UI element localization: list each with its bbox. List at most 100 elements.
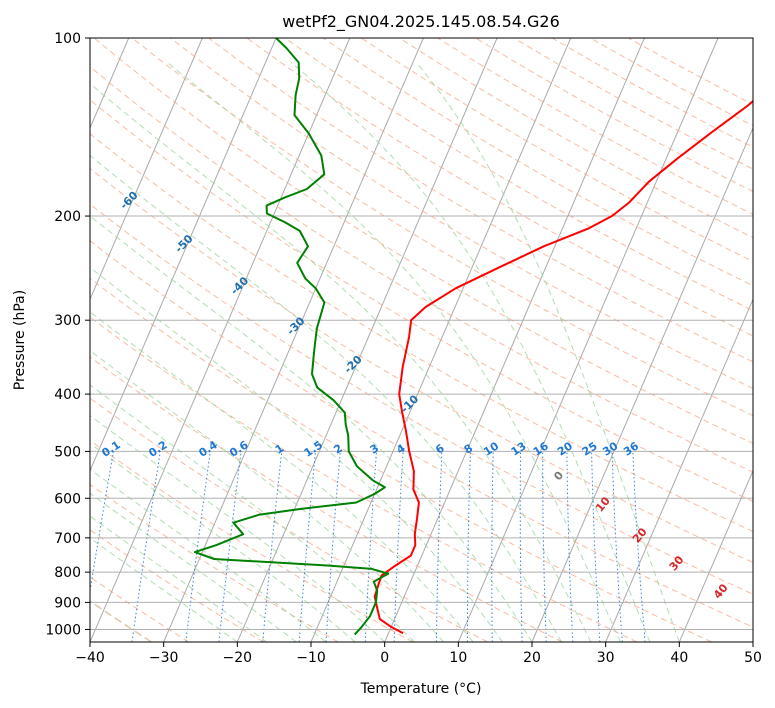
x-tick-label: 0 bbox=[380, 650, 389, 666]
mixing-ratio-label: 4 bbox=[394, 441, 408, 456]
isotherm-line bbox=[531, 126, 753, 642]
chart-title: wetPf2_GN04.2025.145.08.54.G26 bbox=[282, 12, 560, 32]
mixing-ratio-line bbox=[90, 451, 114, 594]
dry-adiabat-line bbox=[170, 38, 753, 390]
mixing-ratio-labels: 0.1 0.2 0.4 0.6 1 1.5 2 3 4 6 8 10 13 16 20 25 30 36 bbox=[99, 438, 641, 460]
mixing-ratio-label: 0.4 bbox=[196, 438, 220, 460]
dry-adiabat-line bbox=[90, 240, 753, 628]
y-axis-ticks: 100 200 300 400 500 600 700 800 900 1000 bbox=[45, 31, 90, 638]
isotherm-labels: -100-90-80-70-60-50-40-30-20-10 bbox=[4, 110, 421, 416]
mixing-ratio-line bbox=[218, 451, 242, 642]
dry-adiabat-line bbox=[90, 203, 753, 595]
moist-adiabat-line bbox=[90, 82, 592, 642]
moist-adiabat-line bbox=[90, 215, 533, 642]
dry-adiabat-line bbox=[90, 483, 339, 642]
dry-adiabat-line bbox=[131, 38, 753, 417]
dry-adiabat-line bbox=[246, 38, 753, 337]
mixing-ratio-label: 1 bbox=[273, 442, 287, 457]
dry-adiabat-line bbox=[90, 277, 712, 642]
theta-label: 20 bbox=[630, 525, 650, 545]
mixing-ratio-line bbox=[491, 451, 494, 642]
mixing-ratio-line bbox=[467, 451, 471, 642]
mixing-ratio-line bbox=[185, 451, 211, 642]
isotherm-line bbox=[163, 38, 424, 642]
x-axis-ticks: −40 −30 −20 −10 0 10 20 30 40 50 bbox=[75, 642, 762, 666]
x-tick-label: 20 bbox=[523, 650, 541, 666]
isotherm-label: -60 bbox=[117, 189, 140, 212]
background-lines bbox=[90, 38, 753, 642]
moist-adiabat-line bbox=[90, 414, 386, 642]
theta-label: 30 bbox=[667, 553, 687, 573]
moist-adiabat-line bbox=[90, 154, 562, 642]
moist-adiabat-line bbox=[166, 62, 621, 642]
dry-adiabat-line bbox=[90, 99, 753, 502]
isotherm-line bbox=[457, 38, 719, 642]
moist-adiabat-line bbox=[90, 537, 238, 642]
dry-adiabat-line bbox=[437, 38, 753, 215]
x-tick-label: −30 bbox=[149, 650, 179, 666]
y-tick-label: 700 bbox=[54, 531, 81, 547]
moist-adiabat-line bbox=[90, 442, 356, 642]
x-tick-label: 40 bbox=[670, 650, 688, 666]
dry-adiabat-line bbox=[551, 38, 753, 148]
x-tick-label: 30 bbox=[597, 650, 615, 666]
y-tick-label: 300 bbox=[54, 313, 81, 329]
dry-adiabat-line bbox=[322, 38, 753, 287]
x-tick-label: 10 bbox=[449, 650, 467, 666]
moist-adiabat-line bbox=[415, 62, 680, 642]
mixing-ratio-line bbox=[566, 451, 574, 642]
pressure-grid bbox=[90, 38, 753, 630]
mixing-ratio-label: 0.6 bbox=[227, 438, 251, 460]
isotherm-line bbox=[752, 640, 753, 642]
dry-adiabat-line bbox=[90, 439, 414, 642]
isotherm-label: -30 bbox=[284, 314, 307, 337]
mixing-ratio-label: 16 bbox=[531, 439, 551, 458]
isotherm-line bbox=[605, 298, 753, 642]
moist-adiabat-line bbox=[290, 62, 651, 642]
x-tick-label: −40 bbox=[75, 650, 105, 666]
y-tick-label: 600 bbox=[54, 491, 81, 507]
isotherm-line bbox=[90, 38, 203, 301]
y-tick-label: 100 bbox=[54, 31, 81, 47]
isotherm-line bbox=[236, 38, 498, 642]
mixing-ratio-line bbox=[131, 451, 161, 642]
moist-adiabat-line bbox=[90, 515, 268, 642]
moist-adiabat-line bbox=[90, 311, 474, 642]
x-tick-label: 50 bbox=[744, 650, 762, 666]
theta-label: 0 bbox=[551, 469, 566, 483]
mixing-ratio-label: 0.2 bbox=[146, 438, 169, 460]
isotherm-line bbox=[384, 38, 645, 642]
temperature-profile-line bbox=[373, 99, 753, 635]
mixing-ratio-label: 2 bbox=[331, 442, 345, 457]
isotherm-label: -70 bbox=[63, 144, 86, 167]
y-tick-label: 1000 bbox=[45, 622, 81, 638]
dry-adiabat-line bbox=[90, 529, 264, 642]
moist-adiabat-line bbox=[90, 266, 503, 642]
mixing-ratio-line bbox=[611, 451, 623, 642]
dry-adiabat-line bbox=[90, 167, 753, 563]
mixing-ratio-line bbox=[591, 451, 601, 642]
y-tick-label: 900 bbox=[54, 595, 81, 611]
y-tick-label: 500 bbox=[54, 444, 81, 460]
mixing-ratio-label: 36 bbox=[621, 439, 641, 458]
theta-label: 10 bbox=[593, 494, 613, 514]
x-tick-label: −10 bbox=[296, 650, 326, 666]
y-axis-label: Pressure (hPa) bbox=[12, 290, 28, 390]
mixing-ratio-line bbox=[435, 451, 443, 642]
isotherm-label: -50 bbox=[172, 232, 195, 255]
theta-label: 40 bbox=[711, 581, 731, 601]
isotherm-label: -80 bbox=[4, 110, 27, 133]
mixing-ratio-label: 13 bbox=[509, 439, 529, 458]
mixing-ratio-label: 20 bbox=[555, 439, 575, 458]
dry-adiabat-line bbox=[284, 38, 753, 312]
dry-adiabat-line bbox=[90, 576, 190, 642]
isotherm-label: -40 bbox=[228, 274, 251, 297]
moist-adiabat-line bbox=[90, 492, 297, 642]
isotherm-line bbox=[678, 469, 753, 642]
moist-adiabat-line bbox=[90, 349, 444, 642]
isotherm-line bbox=[90, 38, 351, 642]
dry-adiabat-line bbox=[90, 397, 488, 642]
moist-adiabat-line bbox=[90, 468, 327, 642]
mixing-ratio-label: 3 bbox=[368, 442, 382, 457]
